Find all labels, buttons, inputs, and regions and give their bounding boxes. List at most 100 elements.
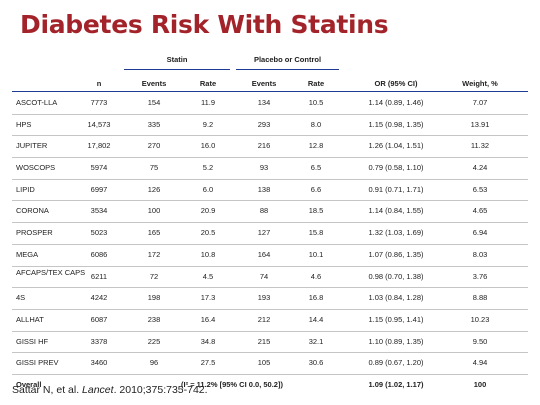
cell-n: 5023 (90, 228, 108, 238)
cell-placebo-events: 216 (257, 141, 271, 151)
cell-n: 5974 (90, 163, 108, 173)
table-row: ASCOT-LLA 7773 154 11.9 134 10.5 1.14 (0… (12, 93, 528, 115)
cell-odds-ratio: 1.10 (0.89, 1.35) (368, 336, 424, 346)
cell-placebo-rate: 4.6 (310, 271, 322, 281)
statin-group-header: Statin (124, 55, 230, 70)
cell-placebo-events: 74 (259, 271, 269, 281)
cell-n: 6086 (90, 249, 108, 259)
cell-odds-ratio: 0.91 (0.71, 1.71) (368, 184, 424, 194)
page-title: Diabetes Risk With Statins (20, 10, 389, 39)
overall-label: Overall (16, 379, 42, 389)
cell-statin-rate: 16.0 (200, 141, 216, 151)
table-row: PROSPER 5023 165 20.5 127 15.8 1.32 (1.0… (12, 223, 528, 245)
cell-statin-rate: 34.8 (200, 336, 216, 346)
cell-placebo-events: 293 (257, 119, 271, 129)
column-header-row: n Events Rate Events Rate OR (95% CI) We… (12, 79, 528, 92)
table-row: 4S 4242 198 17.3 193 16.8 1.03 (0.84, 1.… (12, 288, 528, 310)
col-n: n (96, 79, 102, 88)
study-name: CORONA (16, 206, 49, 216)
col-placebo-events: Events (251, 79, 277, 88)
study-name: PROSPER (16, 228, 53, 238)
table-row: GISSI HF 3378 225 34.8 215 32.1 1.10 (0.… (12, 332, 528, 354)
cell-statin-rate: 17.3 (200, 293, 216, 303)
cell-n: 7773 (90, 98, 108, 107)
col-weight: Weight, % (462, 79, 498, 88)
cell-placebo-rate: 8.0 (310, 119, 322, 129)
cell-statin-events: 126 (147, 184, 161, 194)
table-row: JUPITER 17,802 270 16.0 216 12.8 1.26 (1… (12, 136, 528, 159)
cell-placebo-events: 105 (257, 358, 271, 368)
cell-placebo-rate: 10.1 (308, 249, 324, 259)
cell-odds-ratio: 1.15 (0.98, 1.35) (368, 119, 424, 129)
cell-weight: 4.65 (472, 206, 488, 216)
cell-weight: 4.24 (472, 163, 488, 173)
col-placebo-rate: Rate (307, 79, 325, 88)
cell-weight: 10.23 (470, 314, 490, 324)
cell-statin-events: 225 (147, 336, 161, 346)
citation-journal: Lancet (82, 384, 114, 396)
cell-placebo-rate: 18.5 (308, 206, 324, 216)
cell-placebo-events: 215 (257, 336, 271, 346)
cell-placebo-events: 164 (257, 249, 271, 259)
cell-statin-events: 154 (147, 98, 161, 107)
cell-n: 6211 (90, 271, 108, 281)
cell-statin-events: 238 (147, 314, 161, 324)
cell-statin-events: 75 (149, 163, 159, 173)
cell-statin-rate: 16.4 (200, 314, 216, 324)
cell-odds-ratio: 1.26 (1.04, 1.51) (368, 141, 424, 151)
cell-placebo-rate: 14.4 (308, 314, 324, 324)
cell-placebo-rate: 6.5 (310, 163, 322, 173)
cell-statin-events: 165 (147, 228, 161, 238)
cell-odds-ratio: 1.32 (1.03, 1.69) (368, 228, 424, 238)
study-name: AFCAPS/TEX CAPS (16, 268, 86, 277)
cell-statin-rate: 6.0 (202, 184, 214, 194)
cell-weight: 11.32 (470, 141, 490, 151)
cell-odds-ratio: 0.98 (0.70, 1.38) (368, 271, 424, 281)
data-table: ASCOT-LLA 7773 154 11.9 134 10.5 1.14 (0… (12, 93, 528, 396)
cell-odds-ratio: 0.89 (0.67, 1.20) (368, 358, 424, 368)
study-name: MEGA (16, 249, 39, 259)
overall-odds-ratio: 1.09 (1.02, 1.17) (368, 379, 424, 389)
cell-statin-events: 270 (147, 141, 161, 151)
cell-placebo-rate: 6.6 (310, 184, 322, 194)
study-name: ALLHAT (16, 314, 44, 324)
cell-placebo-rate: 30.6 (308, 358, 324, 368)
cell-weight: 3.76 (472, 271, 488, 281)
cell-n: 14,573 (87, 119, 111, 129)
citation-details: . 2010;375:735-742. (113, 384, 208, 396)
cell-n: 6087 (90, 314, 108, 324)
cell-placebo-events: 127 (257, 228, 271, 238)
study-name: ASCOT-LLA (16, 98, 58, 107)
cell-n: 3534 (90, 206, 108, 216)
cell-statin-rate: 5.2 (202, 163, 214, 173)
study-name: HPS (16, 119, 32, 129)
table-row: MEGA 6086 172 10.8 164 10.1 1.07 (0.86, … (12, 245, 528, 267)
cell-statin-rate: 9.2 (202, 119, 214, 129)
cell-statin-events: 172 (147, 249, 161, 259)
cell-odds-ratio: 1.07 (0.86, 1.35) (368, 249, 424, 259)
col-statin-rate: Rate (199, 79, 217, 88)
cell-weight: 8.88 (472, 293, 488, 303)
cell-n: 6997 (90, 184, 108, 194)
table-row: AFCAPS/TEX CAPS 6211 72 4.5 74 4.6 0.98 … (12, 267, 528, 289)
table-row: CORONA 3534 100 20.9 88 18.5 1.14 (0.84,… (12, 201, 528, 224)
citation: Sattar N, et al. Lancet. 2010;375:735-74… (12, 384, 208, 396)
cell-weight: 8.03 (472, 249, 488, 259)
cell-weight: 6.94 (472, 228, 488, 238)
overall-weight: 100 (473, 379, 487, 389)
overall-row: Overall (I² = 11.2% [95% CI 0.0, 50.2]) … (12, 375, 528, 396)
cell-statin-events: 96 (149, 358, 159, 368)
placebo-group-header: Placebo or Control (236, 55, 339, 70)
cell-statin-rate: 11.9 (200, 98, 216, 107)
cell-statin-rate: 27.5 (200, 358, 216, 368)
cell-odds-ratio: 1.14 (0.84, 1.55) (368, 206, 424, 216)
cell-placebo-rate: 15.8 (308, 228, 324, 238)
cell-weight: 9.50 (472, 336, 488, 346)
cell-statin-rate: 20.5 (200, 228, 216, 238)
cell-odds-ratio: 1.15 (0.95, 1.41) (368, 314, 424, 324)
cell-placebo-events: 212 (257, 314, 271, 324)
cell-statin-rate: 20.9 (200, 206, 216, 216)
citation-authors: Sattar N, et al. (12, 384, 83, 396)
cell-weight: 6.53 (472, 184, 488, 194)
cell-placebo-rate: 16.8 (308, 293, 324, 303)
